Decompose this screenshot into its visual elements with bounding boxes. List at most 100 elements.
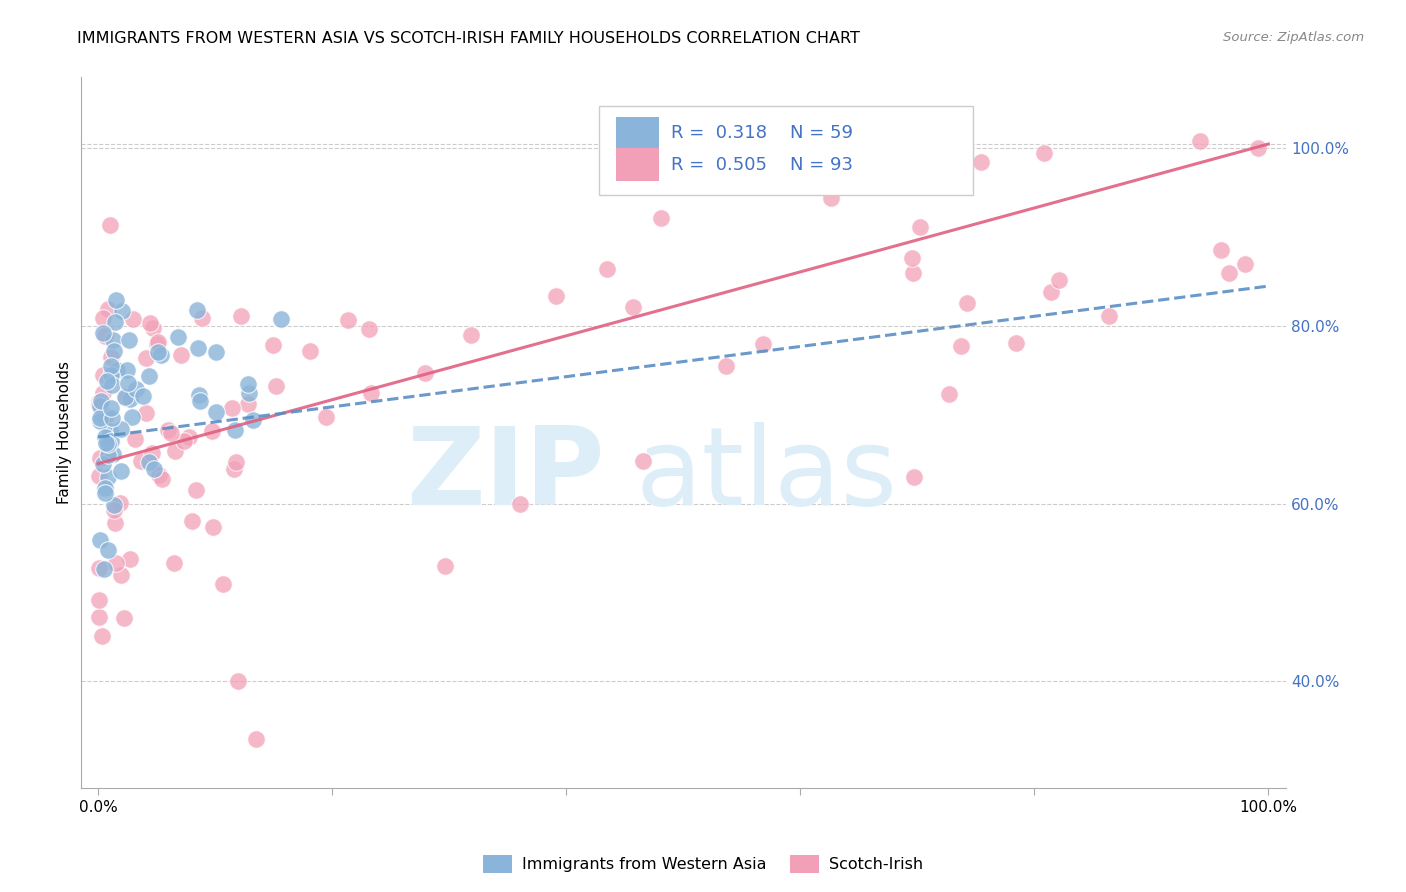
Point <box>97 437 120 451</box>
Point <box>135 351 157 365</box>
Point <box>120 552 142 566</box>
Text: R =  0.505    N = 93: R = 0.505 N = 93 <box>671 156 853 174</box>
Point <box>101 334 124 348</box>
Point <box>221 401 243 416</box>
Point <box>188 388 211 402</box>
Point <box>89 561 111 575</box>
Point <box>950 339 973 353</box>
Point <box>596 262 619 277</box>
Point <box>752 336 775 351</box>
Point <box>100 368 122 383</box>
Point <box>89 469 111 483</box>
Point <box>89 609 111 624</box>
Point <box>1039 285 1062 300</box>
Point <box>91 629 114 643</box>
Point <box>201 424 224 438</box>
Point <box>1033 145 1056 160</box>
Point <box>1189 134 1212 148</box>
Point <box>202 520 225 534</box>
Point <box>129 454 152 468</box>
Point <box>104 315 127 329</box>
Point <box>98 425 121 439</box>
Point <box>360 386 382 401</box>
Point <box>89 411 111 425</box>
Point <box>138 455 160 469</box>
Point <box>93 329 115 343</box>
Point <box>956 296 979 310</box>
Point <box>357 322 380 336</box>
Point <box>139 316 162 330</box>
Point <box>89 533 111 547</box>
Point <box>110 567 132 582</box>
Point <box>225 455 247 469</box>
FancyBboxPatch shape <box>616 148 659 181</box>
FancyBboxPatch shape <box>616 117 659 149</box>
Point <box>108 496 131 510</box>
Point <box>103 343 125 358</box>
Point <box>104 293 127 307</box>
Point <box>621 300 644 314</box>
Point <box>157 423 180 437</box>
Point <box>93 562 115 576</box>
Point <box>132 389 155 403</box>
Point <box>135 406 157 420</box>
Point <box>1211 243 1233 257</box>
Point <box>205 405 228 419</box>
Point <box>141 446 163 460</box>
Point <box>98 218 121 232</box>
Point <box>103 503 125 517</box>
Point <box>91 457 114 471</box>
Point <box>138 368 160 383</box>
Point <box>100 359 122 373</box>
Text: IMMIGRANTS FROM WESTERN ASIA VS SCOTCH-IRISH FAMILY HOUSEHOLDS CORRELATION CHART: IMMIGRANTS FROM WESTERN ASIA VS SCOTCH-I… <box>77 31 860 46</box>
Point <box>509 497 531 511</box>
Point <box>148 334 170 349</box>
Point <box>1047 272 1070 286</box>
Point <box>114 391 136 405</box>
Point <box>270 312 292 326</box>
Point <box>97 542 120 557</box>
Point <box>222 462 245 476</box>
Point <box>148 468 170 483</box>
Point <box>91 310 114 325</box>
Point <box>91 326 114 340</box>
Point <box>146 345 169 359</box>
Point <box>337 313 360 327</box>
Point <box>188 394 211 409</box>
Point <box>101 410 124 425</box>
Point <box>1004 336 1026 351</box>
Point <box>117 376 139 390</box>
Point <box>1218 266 1240 280</box>
Point <box>910 219 932 234</box>
Point <box>101 447 124 461</box>
Point <box>94 435 117 450</box>
Point <box>89 399 111 413</box>
Point <box>650 211 672 225</box>
Point <box>970 154 993 169</box>
Point <box>184 483 207 498</box>
Point <box>187 341 209 355</box>
Text: atlas: atlas <box>636 422 897 528</box>
Point <box>104 516 127 530</box>
Point <box>1098 309 1121 323</box>
Point <box>105 363 128 377</box>
Point <box>121 410 143 425</box>
Point <box>112 611 135 625</box>
Point <box>94 481 117 495</box>
Point <box>181 514 204 528</box>
Point <box>100 350 122 364</box>
Point <box>716 359 738 373</box>
Point <box>93 368 115 383</box>
Point <box>122 311 145 326</box>
Point <box>110 421 132 435</box>
Point <box>110 464 132 478</box>
Point <box>167 330 190 344</box>
Point <box>89 398 111 412</box>
Point <box>89 450 111 465</box>
Point <box>143 462 166 476</box>
Point <box>89 395 111 409</box>
Point <box>205 345 228 359</box>
Point <box>242 413 264 427</box>
Point <box>93 430 115 444</box>
Point <box>415 367 437 381</box>
